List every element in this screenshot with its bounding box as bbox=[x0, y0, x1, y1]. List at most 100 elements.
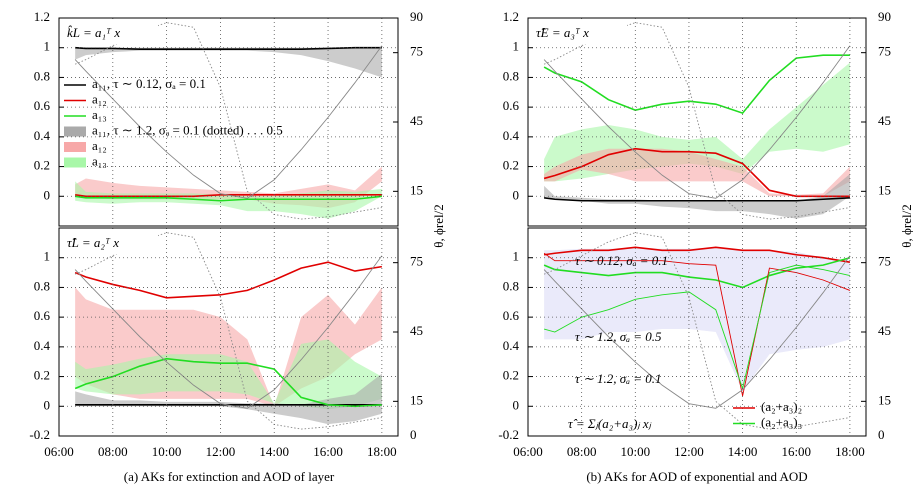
series-line bbox=[543, 246, 851, 263]
panel-title: k̂L = a₁ᵀ x bbox=[67, 25, 120, 40]
series-line bbox=[74, 261, 382, 299]
legend-label: a₁₂ bbox=[92, 138, 107, 153]
x-tick-label: 10:00 bbox=[620, 444, 650, 459]
legend-swatch bbox=[64, 126, 86, 137]
y2-tick-label: 75 bbox=[878, 44, 891, 59]
x-tick-label: 12:00 bbox=[206, 444, 236, 459]
legend-swatch bbox=[64, 142, 86, 152]
y-tick-label: 0.2 bbox=[503, 368, 519, 383]
y-tick-label: 0.8 bbox=[34, 68, 50, 83]
legend-label: (a₂+a₃)₂ bbox=[761, 399, 802, 414]
x-tick-label: 08:00 bbox=[567, 444, 597, 459]
y2-tick-label: 45 bbox=[410, 323, 423, 338]
legend-label: a₁₃ bbox=[92, 153, 107, 168]
y-tick-label: 0.2 bbox=[34, 368, 50, 383]
y-tick-label: 0.4 bbox=[34, 338, 51, 353]
y2-tick-label: 75 bbox=[878, 254, 891, 269]
y2-tick-label: 90 bbox=[410, 9, 423, 24]
plot-area bbox=[74, 232, 383, 430]
y-tick-label: -0.2 bbox=[498, 427, 519, 442]
y-tick-label: 0.6 bbox=[503, 98, 520, 113]
plot-frame bbox=[527, 17, 867, 227]
y-tick-label: 1.2 bbox=[34, 9, 50, 24]
y2-tick-label: 45 bbox=[878, 113, 891, 128]
plot-frame bbox=[58, 17, 399, 227]
legend-label: a₁₁, τ ∼ 1.2, σₐ = 0.1 (dotted) . . . 0.… bbox=[92, 122, 283, 137]
series-line bbox=[543, 22, 850, 220]
legend-label: a₁₃ bbox=[92, 107, 107, 122]
y-tick-label: 1.2 bbox=[503, 9, 519, 24]
x-tick-label: 12:00 bbox=[674, 444, 704, 459]
y2-tick-label: 15 bbox=[878, 392, 891, 407]
y-tick-label: 1 bbox=[513, 39, 520, 54]
x-tick-label: 16:00 bbox=[781, 444, 811, 459]
title-box bbox=[531, 22, 627, 44]
y-tick-label: 0 bbox=[44, 397, 51, 412]
y2-tick-label: 75 bbox=[410, 254, 423, 269]
series-line bbox=[543, 264, 851, 391]
caption: (b) AKs for AOD of exponential and AOD bbox=[586, 469, 807, 484]
y-tick-label: 0.6 bbox=[503, 308, 520, 323]
y-tick-label: 0.8 bbox=[503, 68, 519, 83]
series-line bbox=[543, 196, 850, 202]
band bbox=[75, 373, 382, 425]
legend-swatch bbox=[64, 157, 86, 168]
y2-tick-label: 15 bbox=[410, 182, 423, 197]
x-tick-label: 18:00 bbox=[367, 444, 397, 459]
x-tick-label: 10:00 bbox=[152, 444, 182, 459]
y2-tick-label: 0 bbox=[878, 427, 885, 442]
y2-tick-label: 45 bbox=[878, 323, 891, 338]
series-line bbox=[543, 232, 850, 430]
band bbox=[544, 247, 850, 392]
y2-tick-label: 15 bbox=[878, 182, 891, 197]
x-tick-label: 06:00 bbox=[44, 444, 74, 459]
x-tick-label: 08:00 bbox=[98, 444, 128, 459]
band bbox=[75, 339, 382, 410]
y-tick-label: 0.8 bbox=[34, 278, 50, 293]
plot-frame bbox=[58, 227, 399, 437]
series-line bbox=[75, 46, 382, 50]
series-line bbox=[74, 22, 382, 220]
series-line bbox=[74, 232, 382, 430]
band bbox=[544, 148, 850, 197]
band bbox=[75, 47, 382, 78]
caption: (a) AKs for extinction and AOD of layer bbox=[124, 469, 335, 484]
plot-area bbox=[543, 22, 851, 220]
legend-label: a₁₂ bbox=[92, 91, 107, 106]
series-line bbox=[75, 195, 382, 202]
y-tick-label: 0.6 bbox=[34, 308, 51, 323]
y2-axis-label: θ, ϕrel/2 bbox=[899, 204, 913, 247]
y-tick-label: 1 bbox=[44, 249, 51, 264]
x-tick-label: 06:00 bbox=[513, 444, 543, 459]
title-box bbox=[62, 232, 158, 254]
band bbox=[544, 174, 850, 219]
y2-tick-label: 0 bbox=[410, 427, 417, 442]
y-tick-label: 0 bbox=[44, 187, 51, 202]
legend-label: (a₂+a₃)₃ bbox=[761, 414, 802, 429]
y2-tick-label: 45 bbox=[410, 113, 423, 128]
y-tick-label: 0.2 bbox=[34, 158, 50, 173]
y-tick-label: 1 bbox=[44, 39, 51, 54]
y-tick-label: 0.4 bbox=[503, 338, 520, 353]
y-tick-label: 1 bbox=[513, 249, 520, 264]
x-tick-label: 16:00 bbox=[313, 444, 343, 459]
y-tick-label: 0 bbox=[513, 187, 520, 202]
annotation: τ ∼ 1.2, σₐ = 0.1 bbox=[575, 371, 662, 386]
y-tick-label: 0.6 bbox=[34, 98, 51, 113]
legend-label: a₁₁, τ ∼ 0.12, σₐ = 0.1 bbox=[92, 76, 206, 91]
panel-title: τ̂E = a₃ᵀ x bbox=[536, 25, 589, 40]
y2-tick-label: 15 bbox=[410, 392, 423, 407]
y-tick-label: 0.2 bbox=[503, 158, 519, 173]
annotation: τ̂ = Σⱼ(a₂+a₃)ⱼ xⱼ bbox=[568, 416, 652, 431]
y-tick-label: 0.8 bbox=[503, 278, 519, 293]
y-tick-label: 0 bbox=[513, 397, 520, 412]
plot-frame bbox=[527, 227, 867, 437]
panel-title: τ̂L = a₂ᵀ x bbox=[67, 235, 119, 250]
y2-tick-label: 90 bbox=[878, 9, 891, 24]
y-tick-label: 0.4 bbox=[34, 128, 51, 143]
title-box bbox=[62, 22, 158, 44]
y-tick-label: -0.2 bbox=[29, 427, 50, 442]
annotation: τ ∼ 0.12, σₐ = 0.1 bbox=[575, 253, 668, 268]
y-tick-label: 0.4 bbox=[503, 128, 520, 143]
